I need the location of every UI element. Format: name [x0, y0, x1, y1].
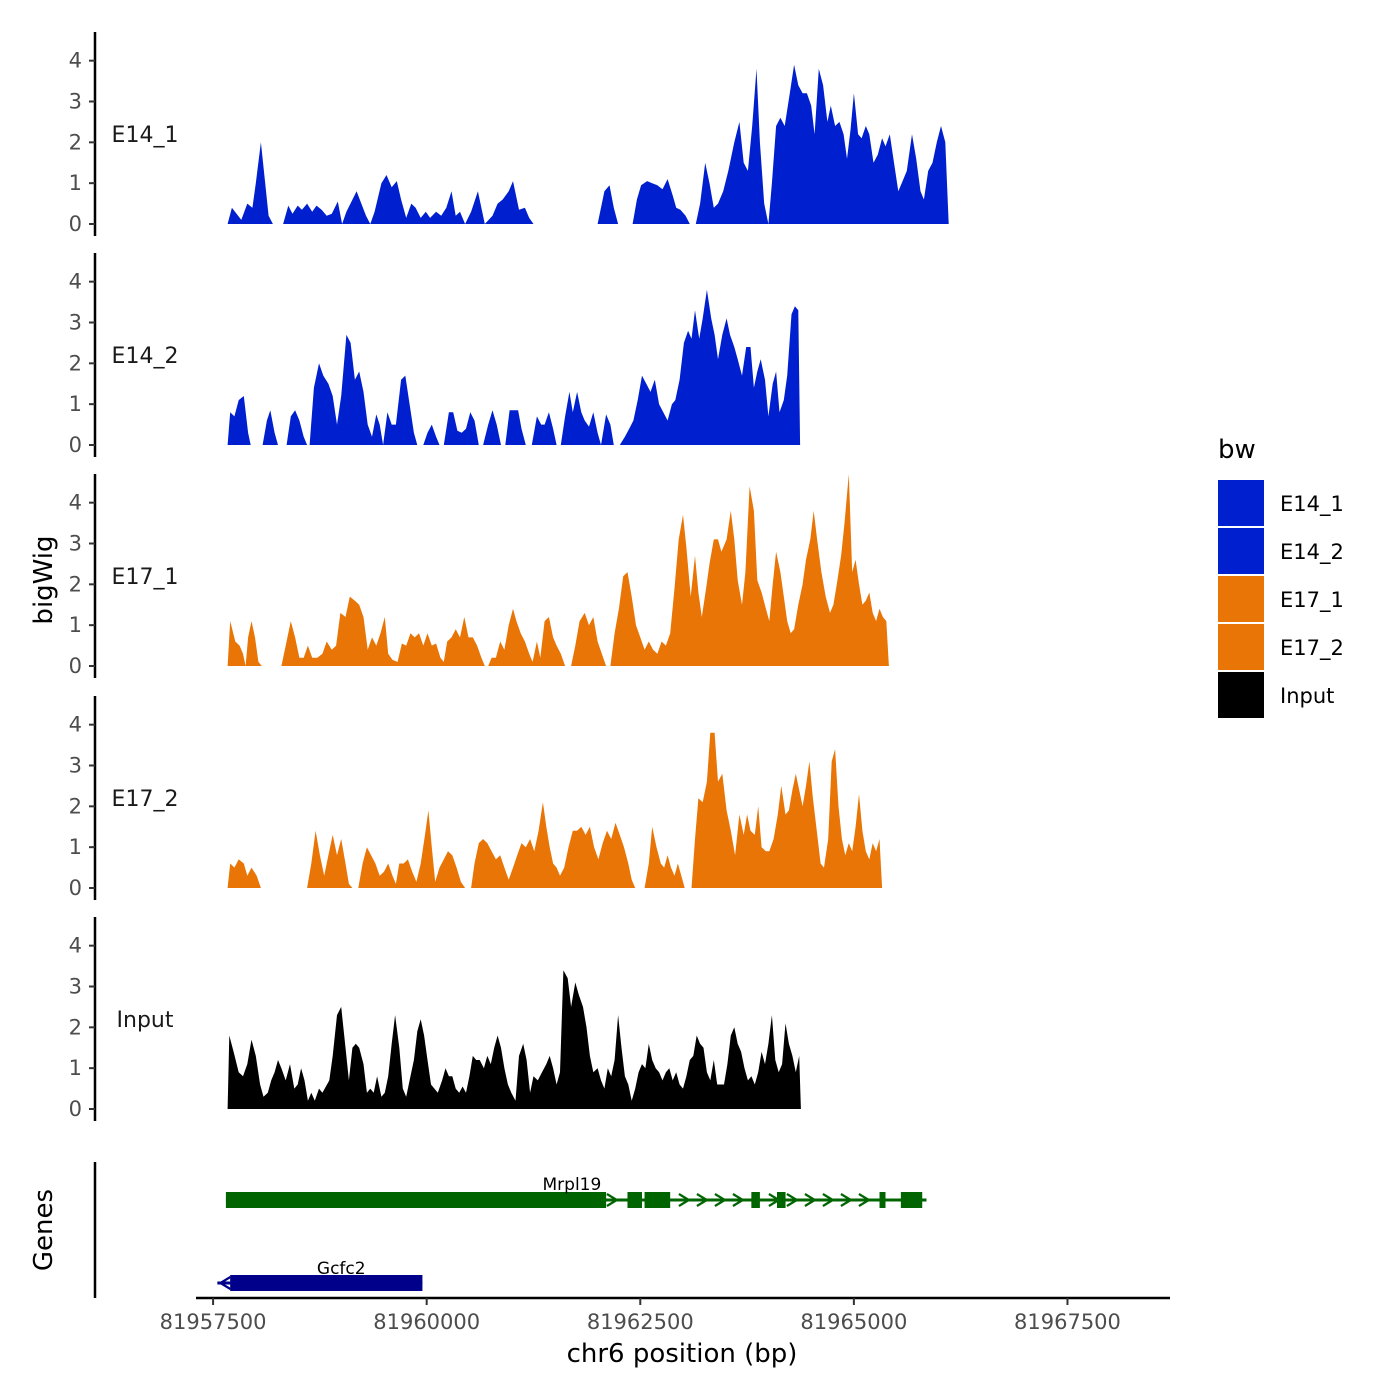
strand-arrow: [218, 1276, 231, 1290]
strand-arrow: [606, 1193, 620, 1207]
y-tick-label: 0: [69, 876, 82, 900]
track-input: 0 1 2 3 4 Input: [69, 917, 801, 1121]
y-tick-label: 3: [69, 90, 82, 114]
gene-label: Gcfc2: [317, 1259, 366, 1279]
x-tick-label: 81965000: [800, 1310, 907, 1334]
y-tick-label: 3: [69, 975, 82, 999]
strand-arrow: [786, 1193, 800, 1207]
x-tick-label: 81960000: [373, 1310, 480, 1334]
strand-arrow: [804, 1193, 818, 1207]
y-tick-label: 4: [69, 934, 82, 958]
strand-arrow: [678, 1193, 692, 1207]
y-tick-label: 2: [69, 572, 82, 596]
y-tick-label: 2: [69, 794, 82, 818]
y-tick-label: 1: [69, 613, 82, 637]
y-axis-title: bigWig: [29, 535, 59, 624]
legend-swatch: [1218, 528, 1264, 574]
y-tick-label: 1: [69, 1056, 82, 1080]
gene-exon: [627, 1192, 642, 1208]
legend-swatch: [1218, 624, 1264, 670]
legend-item-e17-1: E17_1: [1218, 576, 1344, 622]
legend-label: Input: [1280, 684, 1334, 708]
track-label: Input: [117, 1008, 174, 1033]
x-axis: 81957500 81960000 81962500 81965000 81967500: [160, 1296, 1170, 1334]
genes-axis-title: Genes: [29, 1189, 59, 1271]
gene-exon: [751, 1192, 760, 1208]
gene-exon: [900, 1192, 923, 1208]
x-tick-label: 81967500: [1014, 1310, 1121, 1334]
track-label: E17_2: [112, 787, 179, 812]
gene-exon: [776, 1192, 786, 1208]
tracks-layer: 0 1 2 3 4 E14_1 0 1 2 3 4 E14_2 0 1 2 3 4 E17_1 0 1 2 3 4 E17_2…: [69, 32, 949, 1121]
legend-label: E14_1: [1280, 492, 1344, 517]
y-tick-label: 4: [69, 49, 82, 73]
y-tick-label: 0: [69, 1097, 82, 1121]
track-label: E14_2: [112, 344, 179, 369]
y-tick-label: 0: [69, 433, 82, 457]
y-tick-label: 4: [69, 270, 82, 294]
track-e17-2: 0 1 2 3 4 E17_2: [69, 696, 883, 900]
y-tick-label: 3: [69, 754, 82, 778]
y-tick-label: 3: [69, 311, 82, 335]
legend-label: E14_2: [1280, 540, 1344, 565]
track-label: E17_1: [112, 565, 179, 590]
gene-exon: [230, 1275, 423, 1291]
legend-label: E17_1: [1280, 588, 1344, 613]
legend-label: E17_2: [1280, 636, 1344, 661]
gene-exon: [879, 1192, 886, 1208]
strand-arrow: [840, 1193, 854, 1207]
coverage-area-e14-1: [227, 64, 949, 224]
legend-swatch: [1218, 672, 1264, 718]
gene-exon: [644, 1192, 671, 1208]
y-tick-label: 2: [69, 130, 82, 154]
gene-gcfc2: Gcfc2: [217, 1259, 423, 1291]
strand-arrow: [714, 1193, 728, 1207]
y-tick-label: 4: [69, 713, 82, 737]
coverage-area-e17-2: [227, 732, 883, 888]
gene-mrpl19: Mrpl19: [225, 1175, 927, 1208]
strand-arrow: [732, 1193, 746, 1207]
x-tick-label: 81957500: [160, 1310, 267, 1334]
track-label: E14_1: [112, 123, 179, 148]
strand-arrow: [696, 1193, 710, 1207]
coverage-area-e17-1: [227, 474, 889, 666]
legend-title: bw: [1218, 435, 1256, 465]
y-tick-label: 4: [69, 491, 82, 515]
legend-item-e14-1: E14_1: [1218, 480, 1344, 526]
legend: bw E14_1 E14_2 E17_1 E17_2 Input: [1218, 435, 1344, 718]
y-tick-label: 1: [69, 835, 82, 859]
y-tick-label: 0: [69, 654, 82, 678]
x-tick-label: 81962500: [587, 1310, 694, 1334]
legend-swatch: [1218, 480, 1264, 526]
genes-layer: Mrpl19 Gcfc2: [93, 1162, 927, 1298]
y-tick-label: 0: [69, 212, 82, 236]
legend-items: E14_1 E14_2 E17_1 E17_2 Input: [1218, 480, 1344, 718]
strand-arrow: [858, 1193, 872, 1207]
y-tick-label: 1: [69, 392, 82, 416]
gene-exon: [225, 1192, 607, 1208]
coverage-area-input: [227, 970, 801, 1109]
strand-arrow: [822, 1193, 836, 1207]
y-tick-label: 1: [69, 171, 82, 195]
legend-item-input: Input: [1218, 672, 1334, 718]
track-e14-1: 0 1 2 3 4 E14_1: [69, 32, 949, 236]
x-axis-title: chr6 position (bp): [567, 1339, 798, 1369]
coverage-area-e14-2: [227, 289, 801, 445]
legend-item-e17-2: E17_2: [1218, 624, 1344, 670]
y-tick-label: 2: [69, 351, 82, 375]
legend-swatch: [1218, 576, 1264, 622]
legend-item-e14-2: E14_2: [1218, 528, 1344, 574]
track-e14-2: 0 1 2 3 4 E14_2: [69, 253, 801, 457]
y-tick-label: 2: [69, 1015, 82, 1039]
track-e17-1: 0 1 2 3 4 E17_1: [69, 474, 889, 678]
gene-label: Mrpl19: [543, 1175, 602, 1195]
y-tick-label: 3: [69, 532, 82, 556]
